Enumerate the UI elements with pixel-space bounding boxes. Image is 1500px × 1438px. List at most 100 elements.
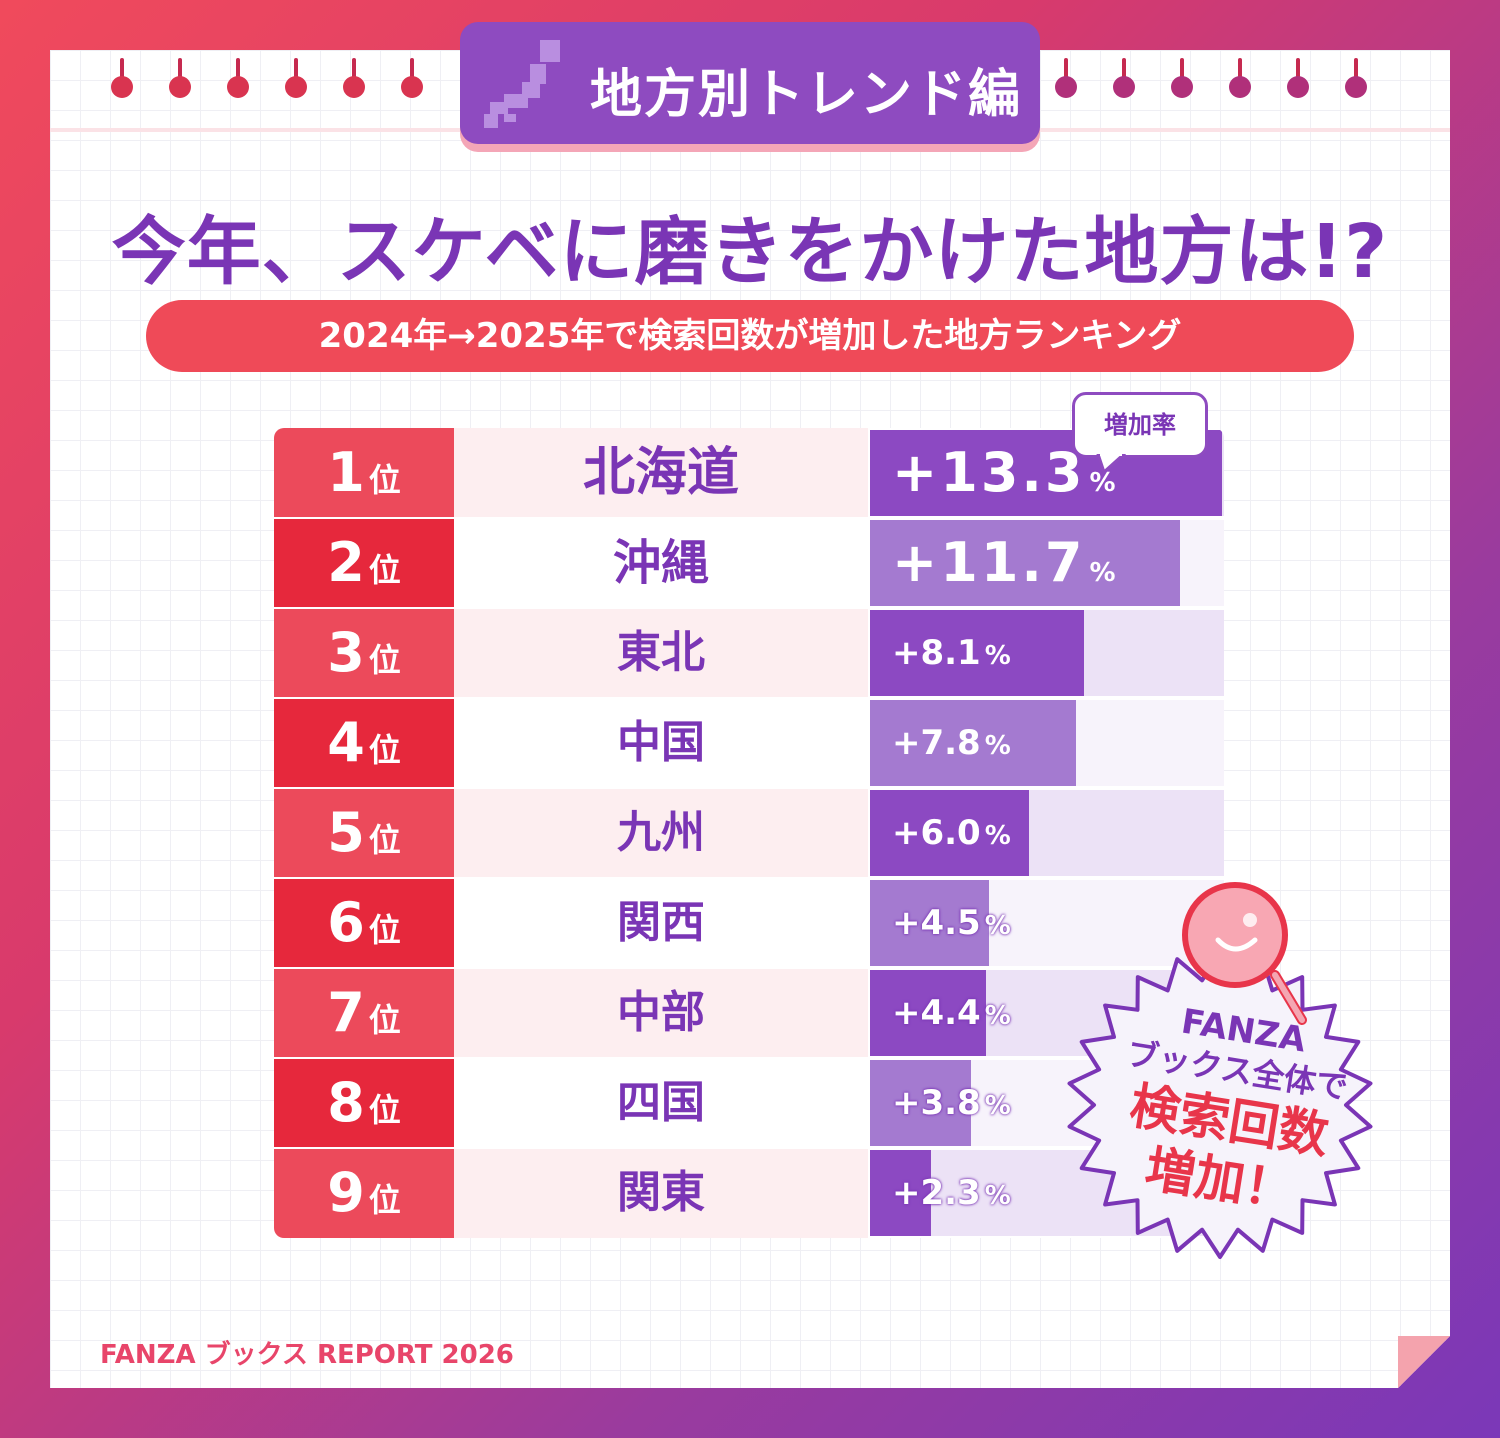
value-percent: % (1089, 468, 1119, 498)
value-label: +11.7% (892, 518, 1119, 608)
value-label: +7.8% (892, 698, 1011, 788)
value-number: +11.7 (892, 531, 1086, 594)
bar (870, 880, 989, 966)
bubble-tail (1096, 454, 1126, 474)
binder-ring (285, 58, 307, 98)
rank-number: 3 (327, 621, 365, 684)
region-name: 中部 (454, 968, 868, 1058)
section-tab: 地方別トレンド編 (460, 22, 1040, 144)
value-number: +8.1 (892, 633, 981, 673)
value-number: +13.3 (892, 441, 1086, 504)
rank-number: 7 (327, 981, 365, 1044)
value-number: +7.8 (892, 723, 981, 763)
ranking-chart: 1 位北海道 +13.3% 2 位沖縄 +11.7% 3 位東北 +8.1% 4 位中国 +7.8% 5… (274, 428, 1224, 1238)
rank-number: 2 (327, 531, 365, 594)
region-name: 沖縄 (454, 518, 868, 608)
rank-unit: 位 (368, 1181, 401, 1219)
bar-cell: +8.1% (868, 608, 1224, 698)
row-divider (274, 517, 1224, 519)
rank-number: 4 (327, 711, 365, 774)
value-number: +3.8 (892, 1083, 981, 1123)
rank-number: 9 (327, 1161, 365, 1224)
binder-rings (0, 0, 1500, 140)
value-percent: % (984, 731, 1011, 761)
value-percent: % (1089, 558, 1119, 588)
rank-number: 6 (327, 891, 365, 954)
binder-ring (1113, 58, 1135, 98)
binder-ring (1055, 58, 1077, 98)
ranking-row: 8 位四国 +3.8% (274, 1058, 1224, 1148)
ranking-row: 3 位東北 +8.1% (274, 608, 1224, 698)
value-percent: % (984, 1181, 1011, 1211)
rank-unit: 位 (368, 641, 401, 679)
footer-credit: FANZA ブックス REPORT 2026 (100, 1340, 514, 1370)
bar-cell: +7.8% (868, 698, 1224, 788)
headline: 今年、スケベに磨きをかけた地方は!? (111, 209, 1389, 295)
value-percent: % (984, 641, 1011, 671)
binder-ring (1345, 58, 1367, 98)
rank-number: 5 (327, 801, 365, 864)
binder-ring (401, 58, 423, 98)
bar (870, 970, 986, 1056)
magnifier-icon (1182, 882, 1307, 1025)
badge-text: FANZA ブックス全体で 検索回数 増加！ (1082, 990, 1380, 1230)
binder-ring (1287, 58, 1309, 98)
rank-unit: 位 (368, 821, 401, 859)
value-percent: % (984, 1091, 1011, 1121)
ranking-row: 4 位中国 +7.8% (274, 698, 1224, 788)
value-label: +4.4% (892, 968, 1011, 1058)
bar-cell: +6.0% (868, 788, 1224, 878)
row-divider (274, 787, 1224, 789)
region-name: 九州 (454, 788, 868, 878)
value-label: +6.0% (892, 788, 1011, 878)
region-name: 関西 (454, 878, 868, 968)
bar (870, 790, 1029, 876)
bar (870, 1150, 931, 1236)
rank-number: 8 (327, 1071, 365, 1134)
row-divider (274, 697, 1224, 699)
rank-unit: 位 (368, 1091, 401, 1129)
region-name: 北海道 (454, 428, 868, 518)
binder-ring (227, 58, 249, 98)
rank-unit: 位 (368, 551, 401, 589)
page-fold-corner (1398, 1336, 1450, 1388)
value-number: +4.4 (892, 993, 981, 1033)
value-label: +4.5% (892, 878, 1011, 968)
binder-ring (169, 58, 191, 98)
row-divider (274, 607, 1224, 609)
value-label: +13.3% (892, 428, 1119, 518)
binder-ring (343, 58, 365, 98)
binder-ring (1171, 58, 1193, 98)
bar (870, 520, 1180, 606)
row-divider (274, 967, 1224, 969)
value-number: +4.5 (892, 903, 981, 943)
row-divider (274, 877, 1224, 879)
rank-unit: 位 (368, 731, 401, 769)
binder-ring (111, 58, 133, 98)
binder-ring (1229, 58, 1251, 98)
rank-number: 1 (327, 441, 365, 504)
bar-cell: +11.7% (868, 518, 1224, 608)
region-name: 関東 (454, 1148, 868, 1238)
subtitle-banner: 2024年→2025年で検索回数が増加した地方ランキング (146, 300, 1354, 372)
value-percent: % (984, 1001, 1011, 1031)
bar-cell: +4.5% (868, 878, 1224, 968)
value-number: +6.0 (892, 813, 981, 853)
region-name: 東北 (454, 608, 868, 698)
row-divider (274, 1057, 1224, 1059)
value-label: +8.1% (892, 608, 1011, 698)
value-percent: % (984, 821, 1011, 851)
japan-map-icon (484, 40, 560, 128)
value-percent: % (984, 911, 1011, 941)
rank-unit: 位 (368, 1001, 401, 1039)
value-label: +2.3% (892, 1148, 1011, 1238)
